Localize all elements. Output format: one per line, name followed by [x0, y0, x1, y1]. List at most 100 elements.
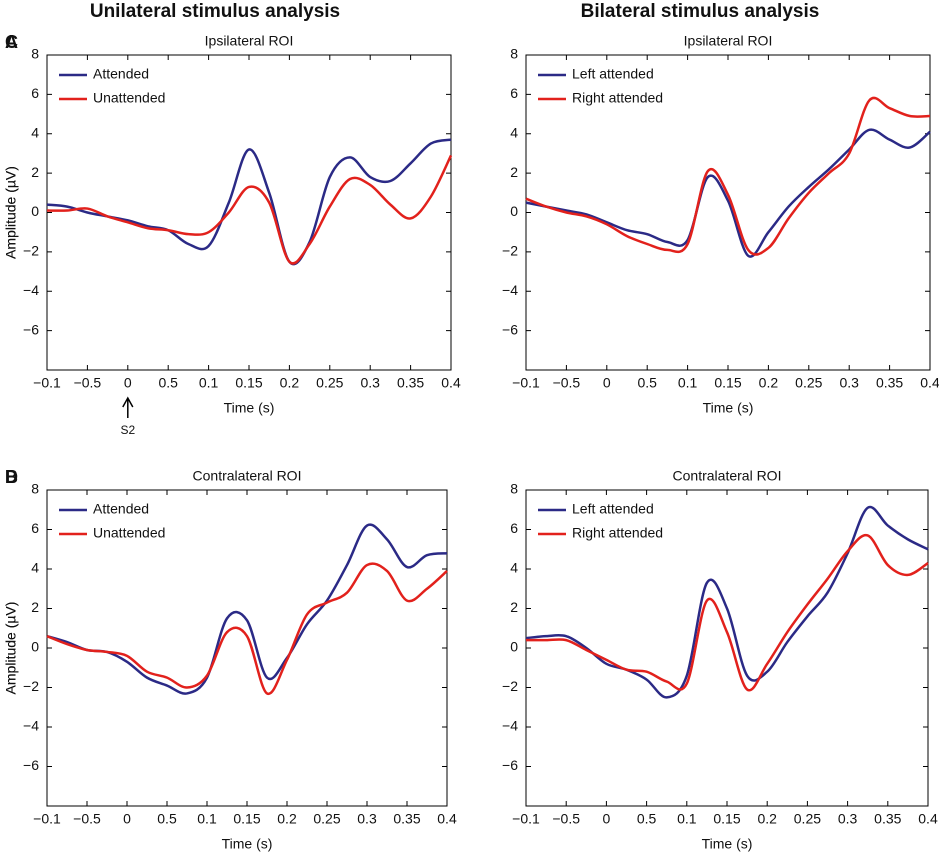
- x-tick-label: 0.3: [839, 375, 859, 391]
- y-tick-label: −4: [502, 282, 518, 298]
- data-line: [525, 533, 929, 692]
- panel-label: D: [5, 467, 18, 487]
- x-tick-label: 0.3: [360, 375, 380, 391]
- plot-frame: [525, 489, 929, 807]
- x-tick-label: 0.25: [316, 375, 343, 391]
- y-tick-label: 2: [31, 164, 39, 180]
- x-tick-label: 0.1: [199, 375, 219, 391]
- chart-title: Ipsilateral ROI: [205, 33, 294, 49]
- data-line: [46, 154, 453, 265]
- x-tick-label: 0.25: [794, 811, 821, 827]
- x-tick-label: −0.1: [512, 811, 540, 827]
- y-tick-label: 0: [31, 639, 39, 655]
- y-tick-label: −6: [502, 321, 518, 337]
- plot-frame: [46, 489, 448, 807]
- legend-label: Left attended: [572, 501, 654, 517]
- y-tick-label: 4: [510, 560, 518, 576]
- y-tick-label: 0: [31, 203, 39, 219]
- y-tick-label: −2: [23, 678, 39, 694]
- y-tick-label: 4: [31, 124, 39, 140]
- y-tick-label: 6: [31, 85, 39, 101]
- x-tick-label: 0.2: [759, 375, 779, 391]
- y-tick-label: −4: [502, 718, 518, 734]
- y-axis-label: Amplitude (µV): [3, 602, 19, 695]
- y-tick-label: 0: [510, 203, 518, 219]
- x-tick-label: 0.1: [678, 375, 698, 391]
- y-axis-label: Amplitude (µV): [3, 602, 19, 695]
- x-tick-label: 0.2: [280, 375, 300, 391]
- x-tick-label: 0.1: [197, 811, 217, 827]
- chart-title: Ipsilateral ROI: [684, 33, 773, 49]
- legend-label: Attended: [93, 501, 149, 517]
- x-axis-label: Time (s): [224, 400, 275, 416]
- y-tick-label: −4: [23, 282, 39, 298]
- x-tick-label: 0.4: [437, 811, 457, 827]
- y-tick-label: 8: [510, 481, 518, 497]
- x-tick-label: 0.25: [313, 811, 340, 827]
- plot-frame: [46, 54, 452, 371]
- annotation: S2: [120, 423, 135, 437]
- data-line: [46, 523, 448, 695]
- legend-label: Right attended: [572, 90, 663, 106]
- y-tick-label: 2: [510, 164, 518, 180]
- x-tick-label: −0.1: [33, 375, 61, 391]
- y-axis-label: Amplitude (µV): [3, 166, 19, 259]
- x-tick-label: 0.15: [235, 375, 262, 391]
- x-tick-label: 0.35: [397, 375, 424, 391]
- panel-label: A: [5, 32, 18, 52]
- y-tick-label: −6: [23, 757, 39, 773]
- annotation-arrow: [122, 396, 134, 418]
- y-tick-label: 8: [31, 481, 39, 497]
- y-tick-label: 6: [510, 85, 518, 101]
- column-header: Bilateral stimulus analysis: [581, 1, 820, 22]
- x-tick-label: −0.1: [512, 375, 540, 391]
- y-axis-label: Amplitude (µV): [3, 166, 19, 259]
- x-tick-label: 0.4: [918, 811, 938, 827]
- data-line: [525, 128, 931, 258]
- y-tick-label: 0: [510, 639, 518, 655]
- x-tick-label: 0: [603, 375, 611, 391]
- legend-label: Unattended: [93, 525, 165, 541]
- x-tick-label: 0.35: [876, 375, 903, 391]
- x-tick-label: 0: [124, 375, 132, 391]
- chart-title: Contralateral ROI: [673, 468, 782, 484]
- x-tick-label: −0.5: [552, 811, 580, 827]
- data-line: [525, 96, 931, 256]
- x-tick-label: 0.5: [157, 811, 177, 827]
- x-axis-label: Time (s): [222, 836, 273, 852]
- y-tick-label: 8: [31, 46, 39, 62]
- y-tick-label: −4: [23, 718, 39, 734]
- x-tick-label: 0.3: [357, 811, 377, 827]
- x-tick-label: 0.5: [158, 375, 178, 391]
- y-tick-label: 4: [510, 124, 518, 140]
- x-tick-label: 0.2: [757, 811, 777, 827]
- x-tick-label: 0.1: [677, 811, 697, 827]
- panel-label: C: [5, 32, 18, 52]
- column-header: Unilateral stimulus analysis: [90, 1, 340, 22]
- x-tick-label: 0: [603, 811, 611, 827]
- plot-frame: [525, 54, 931, 371]
- x-axis-label: Time (s): [702, 836, 753, 852]
- x-tick-label: 0.2: [277, 811, 297, 827]
- x-tick-label: 0.5: [637, 811, 657, 827]
- legend-label: Left attended: [572, 66, 654, 82]
- y-tick-label: 6: [31, 520, 39, 536]
- x-tick-label: −0.5: [553, 375, 581, 391]
- panel-label: B: [5, 467, 18, 487]
- x-tick-label: 0.35: [393, 811, 420, 827]
- x-tick-label: 0.3: [838, 811, 858, 827]
- y-tick-label: −2: [502, 243, 518, 259]
- x-tick-label: 0: [123, 811, 131, 827]
- data-line: [46, 138, 452, 266]
- y-tick-label: 4: [31, 560, 39, 576]
- x-tick-label: −0.5: [74, 375, 102, 391]
- chart-title: Contralateral ROI: [193, 468, 302, 484]
- x-tick-label: 0.4: [441, 375, 461, 391]
- legend-label: Right attended: [572, 525, 663, 541]
- x-tick-label: 0.25: [795, 375, 822, 391]
- y-tick-label: −2: [23, 243, 39, 259]
- y-tick-label: 8: [510, 46, 518, 62]
- legend-label: Attended: [93, 66, 149, 82]
- y-tick-label: −6: [502, 757, 518, 773]
